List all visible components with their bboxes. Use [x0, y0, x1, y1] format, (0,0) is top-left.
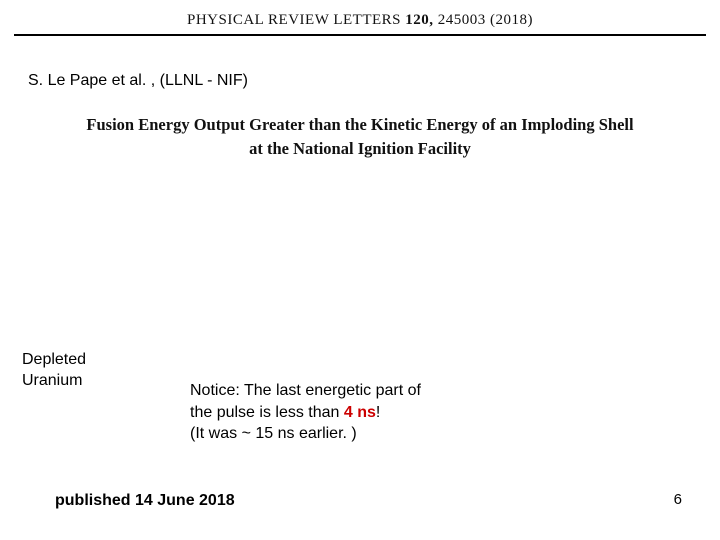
paper-title: Fusion Energy Output Greater than the Ki… — [0, 113, 720, 161]
notice-emphasis: 4 ns — [344, 404, 376, 421]
journal-header: PHYSICAL REVIEW LETTERS 120, 245003 (201… — [0, 12, 720, 29]
depleted-uranium-label: Depleted Uranium — [22, 350, 86, 392]
notice-line3: (It was ~ 15 ns earlier. ) — [190, 425, 357, 442]
notice-line2c: ! — [376, 404, 380, 421]
notice-line2a: the pulse is less than — [190, 404, 344, 421]
author-affiliation: S. Le Pape et al. , (LLNL - NIF) — [28, 72, 248, 90]
header-rule — [14, 34, 706, 36]
journal-citation: 245003 (2018) — [438, 12, 533, 28]
paper-title-line1: Fusion Energy Output Greater than the Ki… — [86, 115, 633, 134]
page-number: 6 — [674, 491, 682, 508]
du-line2: Uranium — [22, 372, 82, 389]
journal-name: PHYSICAL REVIEW LETTERS — [187, 12, 401, 28]
paper-title-line2: at the National Ignition Facility — [249, 139, 471, 158]
journal-volume: 120, — [405, 12, 433, 28]
published-date: published 14 June 2018 — [55, 492, 235, 510]
notice-line1: Notice: The last energetic part of — [190, 382, 421, 399]
notice-text: Notice: The last energetic part of the p… — [190, 380, 421, 445]
du-line1: Depleted — [22, 351, 86, 368]
